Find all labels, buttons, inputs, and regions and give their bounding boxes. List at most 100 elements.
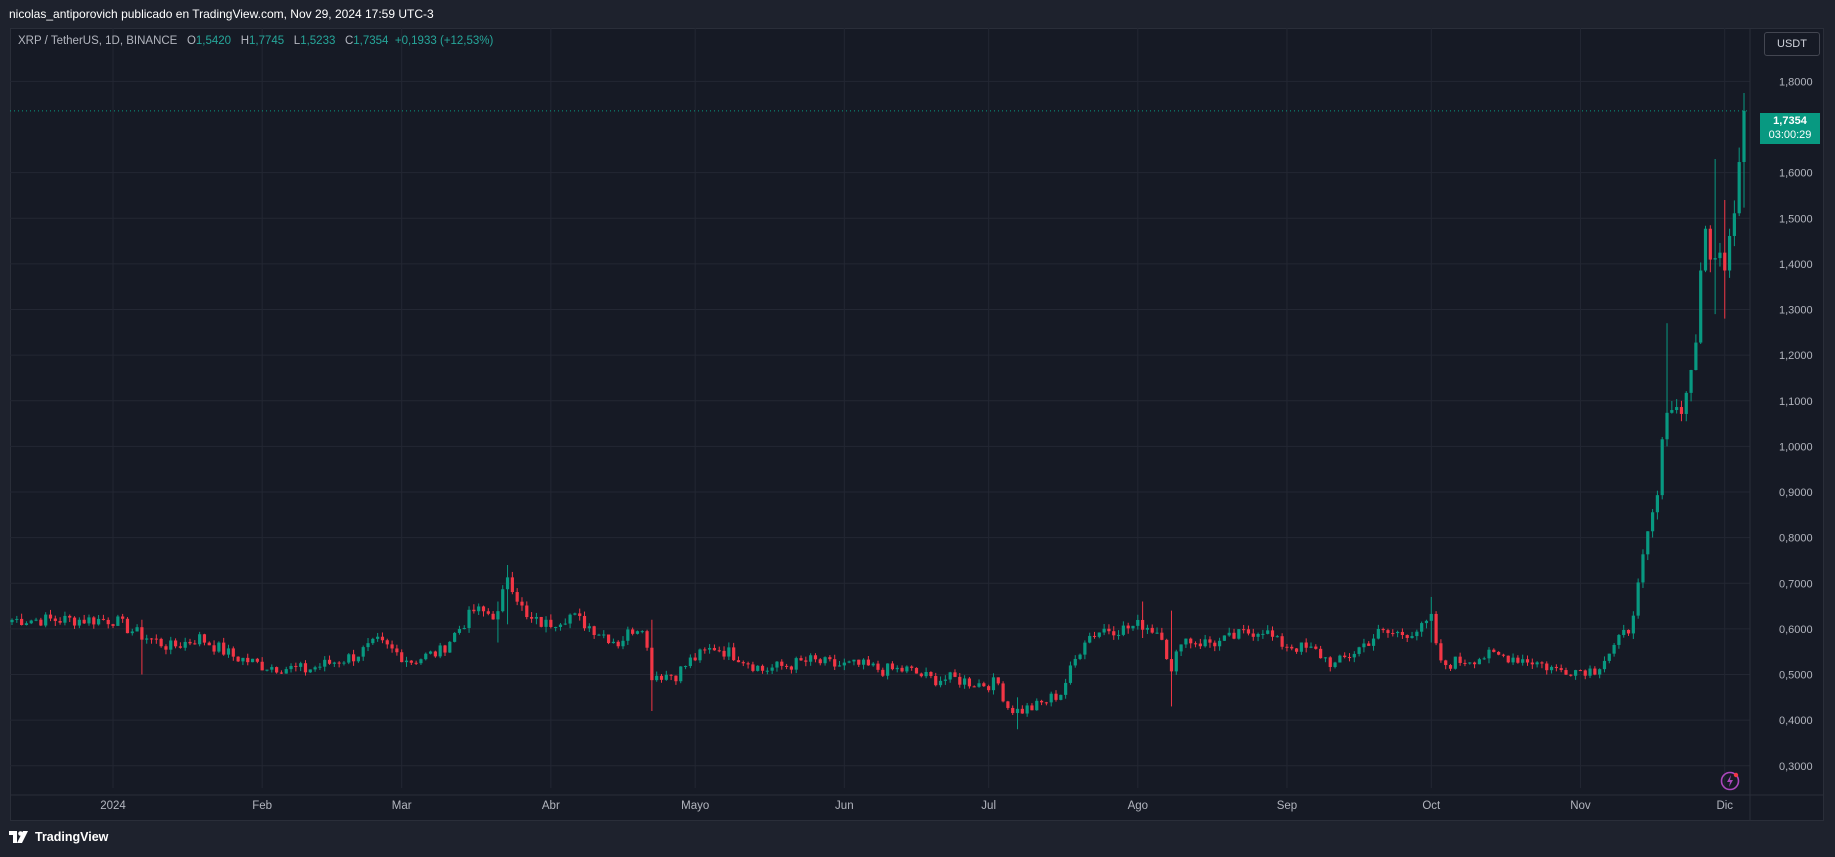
candle-body xyxy=(539,616,543,627)
candle-body xyxy=(1203,639,1207,647)
candle-body xyxy=(1578,670,1583,672)
candle-body xyxy=(881,669,885,676)
candle-body xyxy=(1222,635,1226,641)
candle-body xyxy=(149,638,154,640)
candle-body xyxy=(1006,701,1010,708)
candle-body xyxy=(1294,648,1299,652)
candle-body xyxy=(58,620,62,623)
candle-body xyxy=(1718,252,1722,259)
candle-body xyxy=(39,619,43,626)
header-bar: nicolas_antiporovich publicado en Tradin… xyxy=(0,0,1835,28)
candle-body xyxy=(409,660,413,663)
candle-body xyxy=(861,659,866,665)
candle-body xyxy=(602,634,606,636)
candle-body xyxy=(164,646,168,650)
candle-body xyxy=(847,661,851,663)
close-value: 1,7354 xyxy=(353,35,389,47)
candle-body xyxy=(938,680,943,686)
candle-body xyxy=(1083,642,1087,655)
candle-body xyxy=(549,619,553,628)
candle-body xyxy=(934,676,938,686)
candle-body xyxy=(616,641,620,647)
candle-body xyxy=(626,629,630,641)
candle-body xyxy=(400,652,404,663)
candle-body xyxy=(1112,631,1116,636)
candle-body xyxy=(1362,643,1366,648)
candle-body xyxy=(433,651,437,657)
candle-body xyxy=(1381,628,1385,631)
y-tick-label: 0,3000 xyxy=(1779,761,1813,773)
y-tick-label: 1,3000 xyxy=(1779,305,1813,317)
candle-body xyxy=(294,665,298,667)
footer-brand[interactable]: TradingView xyxy=(35,830,109,844)
candle-body xyxy=(289,665,293,670)
tradingview-logo-icon[interactable] xyxy=(9,831,31,843)
candlestick-chart[interactable]: 1,8000 1,6000 1,5000 1,4000 1,3000 1,2000 1,10… xyxy=(10,28,1824,821)
candle-body xyxy=(833,659,837,667)
candle-body xyxy=(900,667,904,672)
candle-body xyxy=(510,577,514,593)
bar-countdown: 03:00:29 xyxy=(1768,129,1812,141)
y-tick-label: 1,5000 xyxy=(1779,213,1813,225)
candle-body xyxy=(1160,632,1164,640)
low-label: L xyxy=(293,35,301,47)
y-tick-label: 1,4000 xyxy=(1779,259,1813,271)
x-tick-label: Jul xyxy=(981,800,996,812)
candle-body xyxy=(337,662,341,664)
candle-body xyxy=(1559,668,1563,671)
candle-body xyxy=(640,631,644,633)
candle-body xyxy=(770,667,774,671)
candle-body xyxy=(621,640,625,647)
candle-body xyxy=(823,657,827,664)
candle-body xyxy=(1102,628,1106,633)
candle-body xyxy=(1357,647,1361,654)
candle-body xyxy=(751,664,755,671)
candle-body xyxy=(1347,657,1352,659)
footer: TradingView xyxy=(9,830,108,844)
candle-body xyxy=(1727,235,1732,271)
candle-body xyxy=(554,626,558,628)
candle-body xyxy=(265,669,269,671)
chart-panel[interactable] xyxy=(10,28,1824,821)
candle-body xyxy=(72,617,77,626)
candle-body xyxy=(121,616,125,619)
candle-body xyxy=(1376,628,1380,639)
symbol-label[interactable]: XRP / TetherUS, 1D, BINANCE xyxy=(18,35,178,47)
candle-body xyxy=(428,651,433,654)
candle-body xyxy=(736,660,741,663)
candle-body xyxy=(491,613,495,620)
candle-body xyxy=(818,659,822,664)
candle-body xyxy=(1092,635,1097,637)
publisher-line: nicolas_antiporovich publicado en Tradin… xyxy=(9,7,434,21)
candle-body xyxy=(1535,662,1539,665)
lightning-bolt-icon[interactable] xyxy=(1720,771,1740,791)
candle-body xyxy=(963,678,967,685)
candle-body xyxy=(1270,630,1275,637)
candle-body xyxy=(592,626,596,636)
currency-button[interactable]: USDT xyxy=(1764,32,1820,56)
candle-body xyxy=(467,609,471,628)
close-label: C xyxy=(344,35,354,47)
candle-body xyxy=(1521,659,1525,663)
candle-body xyxy=(924,672,928,677)
candle-body xyxy=(587,626,591,629)
candle-body xyxy=(712,647,717,651)
candle-body xyxy=(275,667,279,673)
candle-body xyxy=(308,669,312,673)
candle-body xyxy=(727,647,731,657)
y-tick-label: 0,6000 xyxy=(1779,624,1813,636)
candle-body xyxy=(1309,646,1313,648)
candle-body xyxy=(183,641,187,648)
candle-body xyxy=(1699,270,1703,343)
candle-body xyxy=(87,617,91,624)
candle-body xyxy=(246,657,250,663)
candle-body xyxy=(92,617,96,625)
candle-body xyxy=(1165,639,1169,660)
candle-body xyxy=(212,645,216,652)
candle-body xyxy=(1198,643,1202,647)
candle-body xyxy=(1487,649,1491,659)
candle-body xyxy=(1275,636,1279,638)
y-tick-label: 1,8000 xyxy=(1779,76,1813,88)
candle-body xyxy=(1617,635,1621,645)
candle-body xyxy=(1193,643,1198,645)
